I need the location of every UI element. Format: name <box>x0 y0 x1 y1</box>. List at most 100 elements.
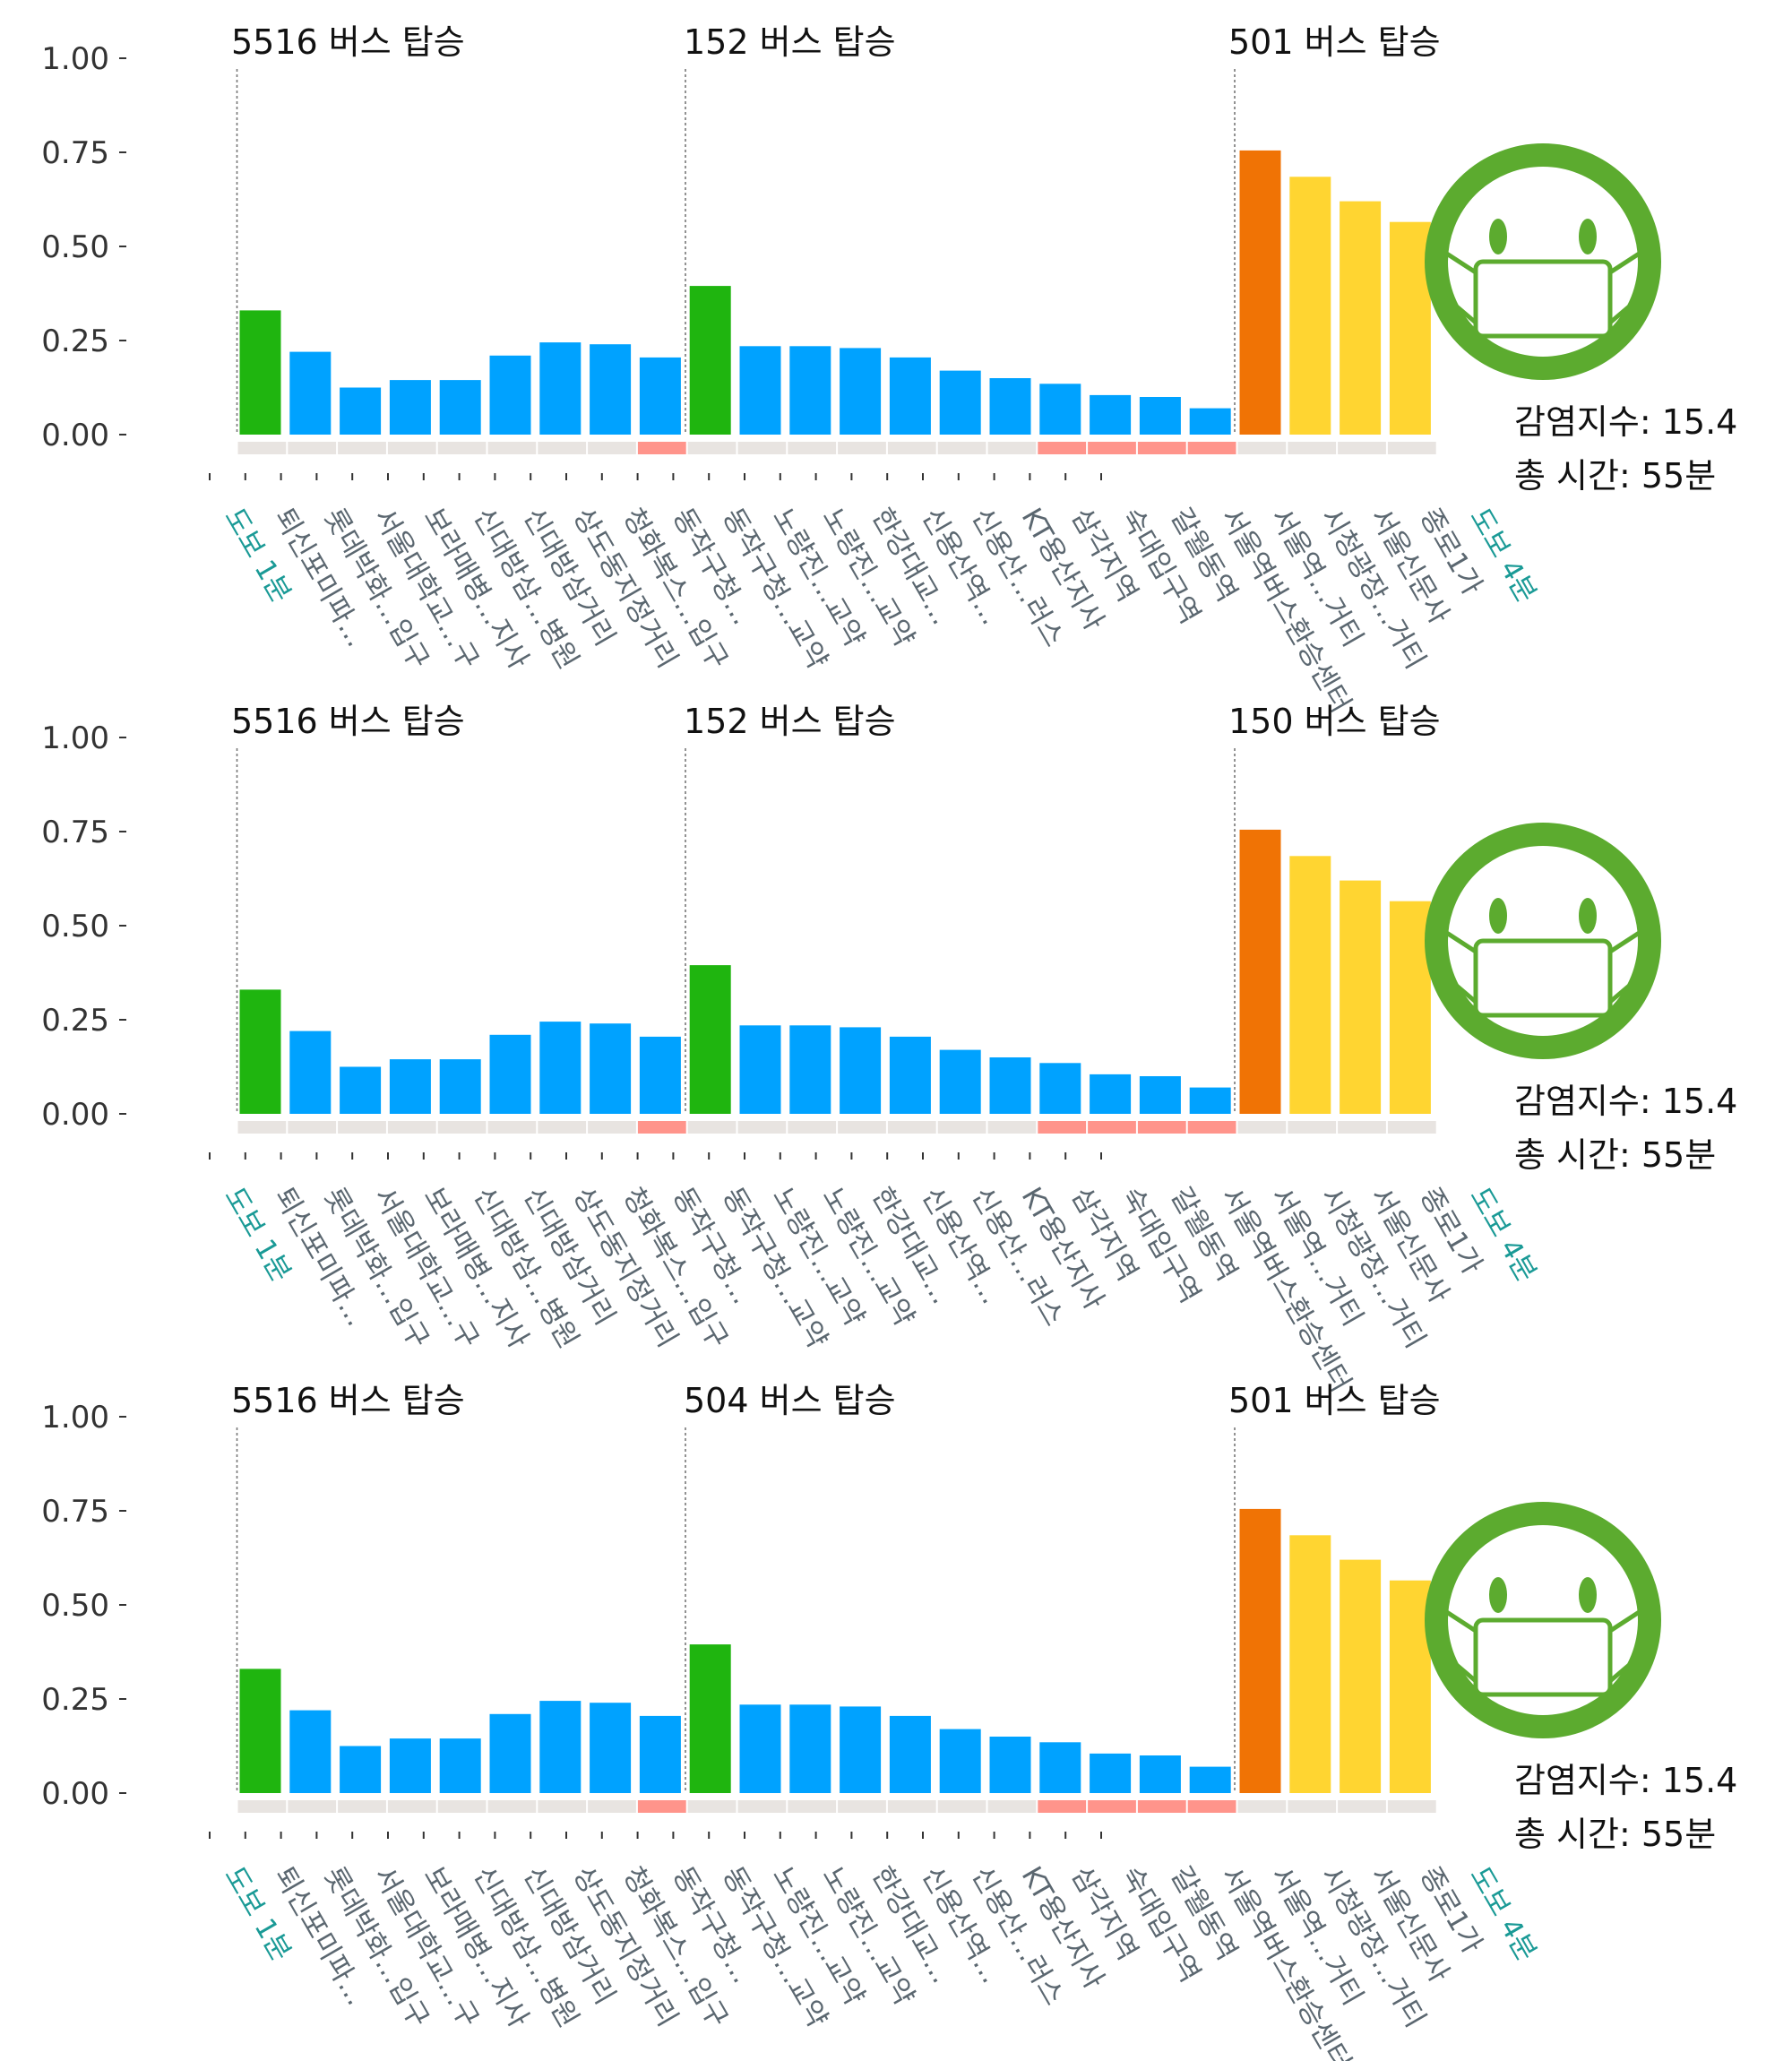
mask <box>1473 1617 1613 1697</box>
right-eye <box>1579 898 1597 934</box>
bus-board-label: 501 버스 탑승 <box>1228 22 1441 62</box>
bar <box>1189 1087 1231 1114</box>
status-strip-cell <box>987 1800 1037 1813</box>
bar <box>889 1715 931 1793</box>
status-strip-cell <box>737 1800 787 1813</box>
status-strip-cell <box>887 442 936 454</box>
bar <box>739 1025 781 1114</box>
y-tick-label: 0.50 <box>41 909 109 944</box>
status-strip-cell <box>1387 1121 1436 1134</box>
status-strip-cell <box>1088 1121 1136 1134</box>
status-strip-cell <box>838 1800 886 1813</box>
bus-board-label: 5516 버스 탑승 <box>231 22 465 62</box>
y-tick-label: 0.75 <box>41 135 109 171</box>
bar <box>1139 1076 1181 1114</box>
status-strip-cell <box>338 1800 386 1813</box>
bar <box>789 1704 831 1793</box>
status-strip-cell <box>1038 1121 1087 1134</box>
bar <box>789 346 831 435</box>
status-strip-cell <box>1338 1800 1386 1813</box>
bar <box>489 1034 531 1114</box>
mask <box>1473 938 1613 1018</box>
mask-strap <box>1444 296 1478 324</box>
bar <box>1389 901 1431 1114</box>
bar <box>989 1737 1031 1793</box>
status-strip-cell <box>437 442 487 454</box>
status-strip-cell <box>838 1121 886 1134</box>
mask-strap <box>1608 975 1641 1004</box>
bar <box>840 1027 882 1114</box>
left-eye <box>1489 219 1507 254</box>
bar <box>939 1049 981 1114</box>
bar <box>639 1715 681 1793</box>
status-strip-cell <box>237 1800 287 1813</box>
bar <box>1239 1508 1281 1793</box>
bar <box>989 1057 1031 1114</box>
status-strip-cell <box>1387 1800 1436 1813</box>
bar <box>289 1030 332 1114</box>
status-strip-cell <box>387 1800 436 1813</box>
status-strip-cell <box>1387 442 1436 454</box>
bar <box>439 1738 481 1793</box>
bar <box>590 1703 632 1793</box>
bar <box>1340 201 1382 435</box>
status-strip-cell <box>1237 1800 1287 1813</box>
bar <box>1139 397 1181 435</box>
status-strip-cell <box>1187 442 1236 454</box>
bar <box>539 342 582 435</box>
infection-index: 감염지수: 15.4 <box>1514 1761 1737 1800</box>
status-strip-cell <box>687 442 737 454</box>
walk-time-label: 도보 4분 <box>1463 503 1543 608</box>
bar <box>739 1704 781 1793</box>
bar <box>1239 829 1281 1114</box>
mask <box>1473 259 1613 339</box>
status-strip-cell <box>588 1121 636 1134</box>
status-strip-cell <box>288 1121 337 1134</box>
bar <box>489 355 531 435</box>
bar <box>239 1669 281 1793</box>
bar <box>639 1036 681 1114</box>
bar <box>289 1710 332 1793</box>
y-tick-label: 0.00 <box>41 1097 109 1133</box>
mask-strap <box>1441 927 1478 954</box>
y-tick-label: 1.00 <box>41 720 109 756</box>
bar <box>689 286 731 435</box>
mask-strap <box>1441 1607 1478 1634</box>
bar <box>239 310 281 435</box>
bar <box>639 357 681 435</box>
status-strip-cell <box>887 1121 936 1134</box>
status-strip-cell <box>288 1800 337 1813</box>
bar <box>289 351 332 435</box>
y-tick-label: 0.75 <box>41 1494 109 1530</box>
status-strip-cell <box>1237 442 1287 454</box>
status-strip-cell <box>538 1121 587 1134</box>
mask-strap <box>1444 975 1478 1004</box>
bus-board-label: 501 버스 탑승 <box>1228 1381 1441 1420</box>
bar <box>1039 1063 1081 1114</box>
bar <box>889 1036 931 1114</box>
status-strip-cell <box>737 1121 787 1134</box>
status-strip-cell <box>1288 1800 1337 1813</box>
status-strip-cell <box>487 1800 537 1813</box>
bar <box>1090 1074 1132 1114</box>
status-strip-cell <box>637 442 686 454</box>
status-strip-cell <box>237 1121 287 1134</box>
bar <box>340 1066 382 1114</box>
mask-strap <box>1608 1607 1645 1634</box>
mask-strap <box>1608 927 1645 954</box>
chart-panel-1: 1.00 0.75 0.50 0.25 0.00 5516 버스 탑승 152 버스 탑승 5… <box>41 22 1737 718</box>
y-tick-label: 0.00 <box>41 1776 109 1812</box>
left-eye <box>1489 1577 1507 1613</box>
mask-strap <box>1441 248 1478 275</box>
bus-board-label: 152 버스 탑승 <box>684 22 896 62</box>
bar <box>689 965 731 1114</box>
status-strip-cell <box>1237 1121 1287 1134</box>
y-tick-label: 0.25 <box>41 1682 109 1718</box>
status-strip-cell <box>937 1800 986 1813</box>
bar <box>590 344 632 435</box>
status-strip-cell <box>1137 1121 1186 1134</box>
total-time: 총 시간: 55분 <box>1514 1135 1716 1175</box>
status-strip-cell <box>687 1121 737 1134</box>
bar <box>1090 394 1132 435</box>
bus-board-label: 504 버스 탑승 <box>684 1381 896 1420</box>
